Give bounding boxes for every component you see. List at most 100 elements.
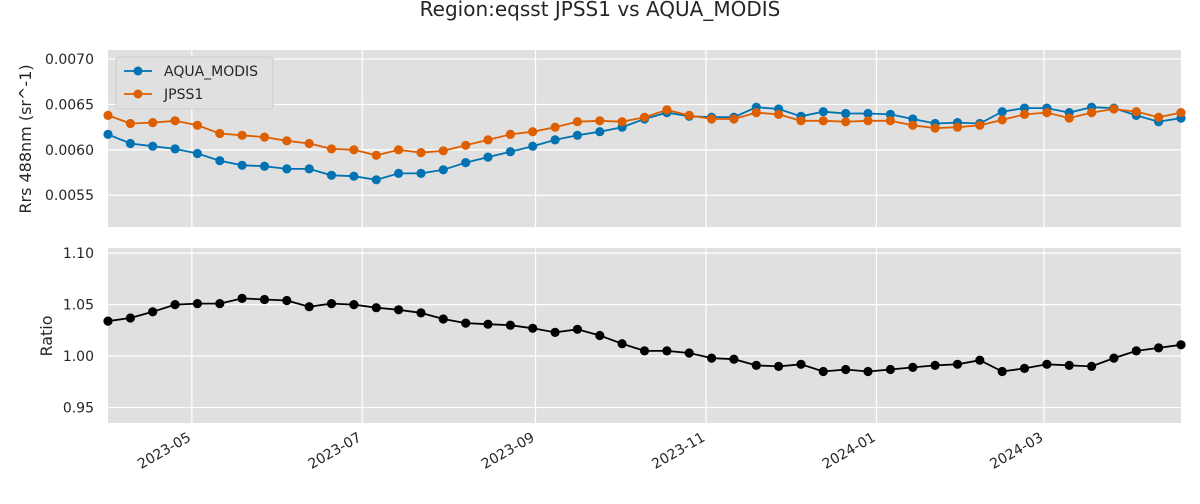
bottom-series-layer [103,293,1186,377]
top-data-point-aqua-modis [326,170,337,180]
top-y-tick-labels: 0.0055 0.0060 0.0065 0.0070 [45,52,94,204]
top-data-point-aqua-modis [215,156,225,166]
bottom-data-point-ratio [1019,363,1030,373]
bottom-data-point-ratio [103,316,113,326]
bottom-data-point-ratio [1042,359,1052,369]
x-tick-label: 2023-07 [306,430,365,473]
bottom-data-point-ratio [192,299,202,309]
bottom-data-point-ratio [125,313,135,323]
top-data-point-aqua-modis [885,109,896,119]
top-data-point-jpss1 [349,145,359,155]
bottom-data-point-ratio [215,299,225,309]
top-data-point-aqua-modis [148,141,158,151]
bottom-y-tick-label: 1.10 [63,246,94,262]
bottom-data-point-ratio [930,360,940,370]
top-data-point-aqua-modis [304,164,314,174]
x-tick-labels: 2023-05 2023-07 2023-09 2023-11 2024-01 2024-… [135,430,1046,473]
top-data-point-aqua-modis [595,127,605,137]
legend-label-jpss1: JPSS1 [163,87,203,103]
top-data-point-aqua-modis [371,175,381,185]
x-tick-label: 2023-11 [649,430,708,473]
top-data-point-jpss1 [170,116,180,126]
top-data-point-jpss1 [371,150,381,160]
legend-marker-aqua-modis [133,66,143,76]
top-gridlines [108,50,1181,227]
bottom-data-point-ratio [751,360,761,370]
legend-entry-aqua-modis: AQUA_MODIS [124,64,258,80]
top-data-point-jpss1 [595,116,605,126]
top-data-point-jpss1 [1019,109,1030,119]
bottom-data-point-ratio [975,355,985,365]
bottom-data-point-ratio [707,353,717,363]
top-data-point-aqua-modis [192,148,202,159]
top-data-point-jpss1 [1131,107,1141,117]
top-data-point-aqua-modis [1019,103,1030,113]
top-data-point-jpss1 [103,110,113,120]
top-data-point-jpss1 [125,118,135,129]
bottom-data-point-ratio [483,319,493,329]
top-data-point-aqua-modis [908,114,918,124]
top-data-point-jpss1 [416,148,426,158]
top-data-point-jpss1 [796,116,806,126]
top-data-point-jpss1 [1042,108,1052,118]
top-data-point-aqua-modis [550,135,560,145]
x-tick-label: 2023-09 [479,430,538,473]
top-data-point-aqua-modis [349,171,359,181]
bottom-data-point-ratio [1109,353,1119,363]
bottom-data-point-ratio [505,320,515,330]
bottom-data-point-ratio [1087,361,1097,371]
top-data-point-aqua-modis [483,152,493,162]
top-data-point-aqua-modis [505,147,515,157]
top-data-point-aqua-modis [282,164,292,174]
bottom-data-point-ratio [684,348,694,358]
chart-title: Region:eqsst JPSS1 vs AQUA_MODIS [420,0,781,21]
bottom-data-point-ratio [304,302,314,312]
top-data-point-jpss1 [863,116,873,126]
top-data-point-jpss1 [483,135,493,145]
x-tick-label: 2023-05 [135,430,194,473]
bottom-plot-area [108,248,1181,423]
top-data-point-jpss1 [461,140,471,150]
top-y-tick-label: 0.0060 [45,143,94,159]
bottom-data-point-ratio [595,330,605,341]
bottom-y-axis-label: Ratio [37,315,56,356]
bottom-data-point-ratio [282,295,292,306]
bottom-data-point-ratio [729,354,739,364]
legend-label-aqua-modis: AQUA_MODIS [164,64,258,80]
top-data-point-jpss1 [215,128,225,139]
top-data-point-aqua-modis [416,168,426,178]
bottom-data-point-ratio [349,300,359,310]
top-data-point-jpss1 [528,127,538,137]
bottom-data-point-ratio [461,318,471,328]
bottom-data-point-ratio [1176,340,1186,350]
bottom-data-point-ratio [818,366,828,377]
top-data-point-jpss1 [550,122,560,132]
top-series-layer [103,102,1186,185]
legend: AQUA_MODIS JPSS1 [115,56,274,110]
bottom-data-point-ratio [617,339,627,349]
top-data-point-jpss1 [707,114,717,124]
top-data-point-jpss1 [684,110,694,120]
top-data-point-jpss1 [908,120,918,130]
bottom-data-point-ratio [885,364,896,375]
top-data-point-jpss1 [885,116,896,126]
bottom-data-point-ratio [1131,346,1141,356]
legend-entry-jpss1: JPSS1 [124,87,203,103]
top-data-point-jpss1 [617,117,627,127]
bottom-data-point-ratio [416,308,426,318]
bottom-data-point-ratio [841,364,851,375]
top-y-tick-label: 0.0065 [45,97,94,113]
bottom-data-point-ratio [394,305,404,315]
top-data-point-jpss1 [1087,108,1097,118]
legend-box [115,56,274,110]
top-data-point-aqua-modis [863,108,873,119]
top-data-point-jpss1 [662,105,672,115]
bottom-data-point-ratio [170,300,180,310]
bottom-data-point-ratio [148,307,158,317]
bottom-data-point-ratio [796,359,806,369]
x-tick-label: 2024-03 [987,430,1046,473]
top-data-point-aqua-modis [818,107,828,117]
top-data-point-aqua-modis [438,165,448,175]
bottom-y-tick-label: 1.05 [63,298,94,314]
